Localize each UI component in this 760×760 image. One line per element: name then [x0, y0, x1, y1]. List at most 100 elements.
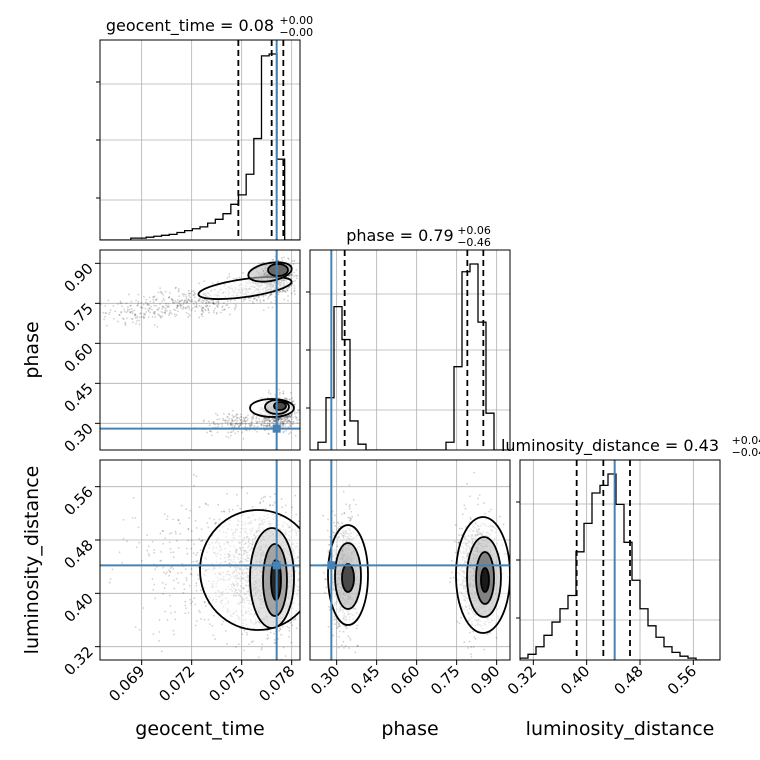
sample-point — [288, 635, 290, 638]
sample-point — [334, 618, 337, 621]
sample-point — [168, 305, 170, 308]
sample-point — [303, 548, 305, 550]
sample-point — [227, 413, 230, 415]
sample-point — [190, 539, 193, 542]
sample-point — [294, 403, 296, 406]
sample-point — [273, 642, 276, 645]
sample-point — [268, 424, 271, 426]
sample-point — [279, 627, 281, 630]
sample-point — [180, 504, 183, 507]
sample-point — [269, 631, 272, 634]
sample-point — [152, 296, 155, 299]
sample-point — [336, 521, 339, 524]
sample-point — [263, 417, 265, 419]
sample-point — [239, 424, 242, 426]
sample-point — [192, 552, 195, 555]
sample-point — [294, 617, 297, 620]
sample-point — [163, 513, 166, 515]
sample-point — [249, 425, 252, 427]
sample-point — [250, 296, 252, 299]
sample-point — [154, 568, 157, 571]
sample-point — [188, 292, 191, 295]
sample-point — [324, 591, 326, 594]
sample-point — [264, 417, 266, 419]
sample-point — [287, 415, 289, 418]
sample-point — [256, 430, 258, 433]
sample-point — [194, 624, 197, 627]
sample-point — [282, 424, 285, 427]
sample-point — [274, 638, 276, 641]
sample-point — [287, 257, 289, 259]
sample-point — [304, 602, 306, 604]
sample-point — [206, 431, 209, 434]
sample-point — [300, 548, 302, 550]
sample-point — [187, 298, 190, 301]
sample-point — [246, 492, 249, 495]
sample-point — [244, 416, 247, 419]
sample-point — [321, 608, 323, 610]
sample-point — [188, 308, 191, 311]
sample-point — [116, 320, 119, 323]
sample-point — [139, 312, 142, 315]
sample-point — [291, 506, 294, 509]
sample-point — [253, 297, 255, 299]
sample-point — [226, 423, 229, 426]
sample-point — [282, 646, 285, 649]
sample-point — [170, 551, 173, 554]
sample-point — [281, 425, 284, 428]
sample-point — [118, 551, 121, 554]
sample-point — [294, 415, 297, 418]
sample-point — [305, 546, 307, 548]
sample-point — [269, 292, 272, 295]
sample-point — [274, 420, 276, 423]
sample-point — [255, 422, 258, 425]
sample-point — [184, 612, 187, 615]
sample-point — [148, 304, 151, 307]
sample-point — [268, 425, 271, 428]
sample-point — [326, 529, 329, 532]
sample-point — [260, 424, 262, 426]
sample-point — [306, 542, 308, 544]
sample-point — [288, 432, 291, 435]
sample-point — [138, 628, 141, 631]
sample-point — [149, 300, 152, 303]
sample-point — [216, 423, 219, 426]
sample-point — [138, 316, 141, 319]
sample-point — [222, 419, 225, 422]
sample-point — [129, 311, 131, 314]
sample-point — [158, 314, 161, 316]
sample-point — [212, 421, 215, 424]
sample-point — [193, 543, 195, 545]
sample-point — [261, 420, 264, 422]
sample-point — [204, 601, 206, 604]
sample-point — [305, 597, 307, 599]
sample-point — [227, 416, 229, 419]
sample-point — [169, 612, 172, 614]
sample-point — [311, 583, 313, 585]
sample-point — [285, 420, 288, 423]
sample-point — [289, 420, 292, 423]
sample-point — [232, 416, 235, 419]
sample-point — [168, 594, 171, 597]
sample-point — [177, 299, 179, 301]
sample-point — [287, 287, 290, 289]
sample-point — [233, 299, 236, 301]
sample-point — [288, 630, 291, 632]
sample-point — [305, 596, 307, 598]
sample-point — [234, 432, 237, 435]
sample-point — [187, 316, 190, 318]
sample-point — [226, 277, 229, 280]
sample-point — [277, 293, 280, 296]
sample-point — [267, 389, 270, 392]
sample-point — [187, 528, 190, 531]
sample-point — [217, 423, 220, 426]
sample-point — [137, 302, 140, 305]
sample-point — [180, 571, 183, 574]
sample-point — [210, 430, 213, 433]
sample-point — [169, 570, 171, 573]
sample-point — [355, 503, 357, 506]
sample-point — [264, 419, 267, 421]
sample-point — [296, 409, 299, 411]
sample-point — [169, 604, 172, 607]
sample-point — [235, 646, 237, 648]
